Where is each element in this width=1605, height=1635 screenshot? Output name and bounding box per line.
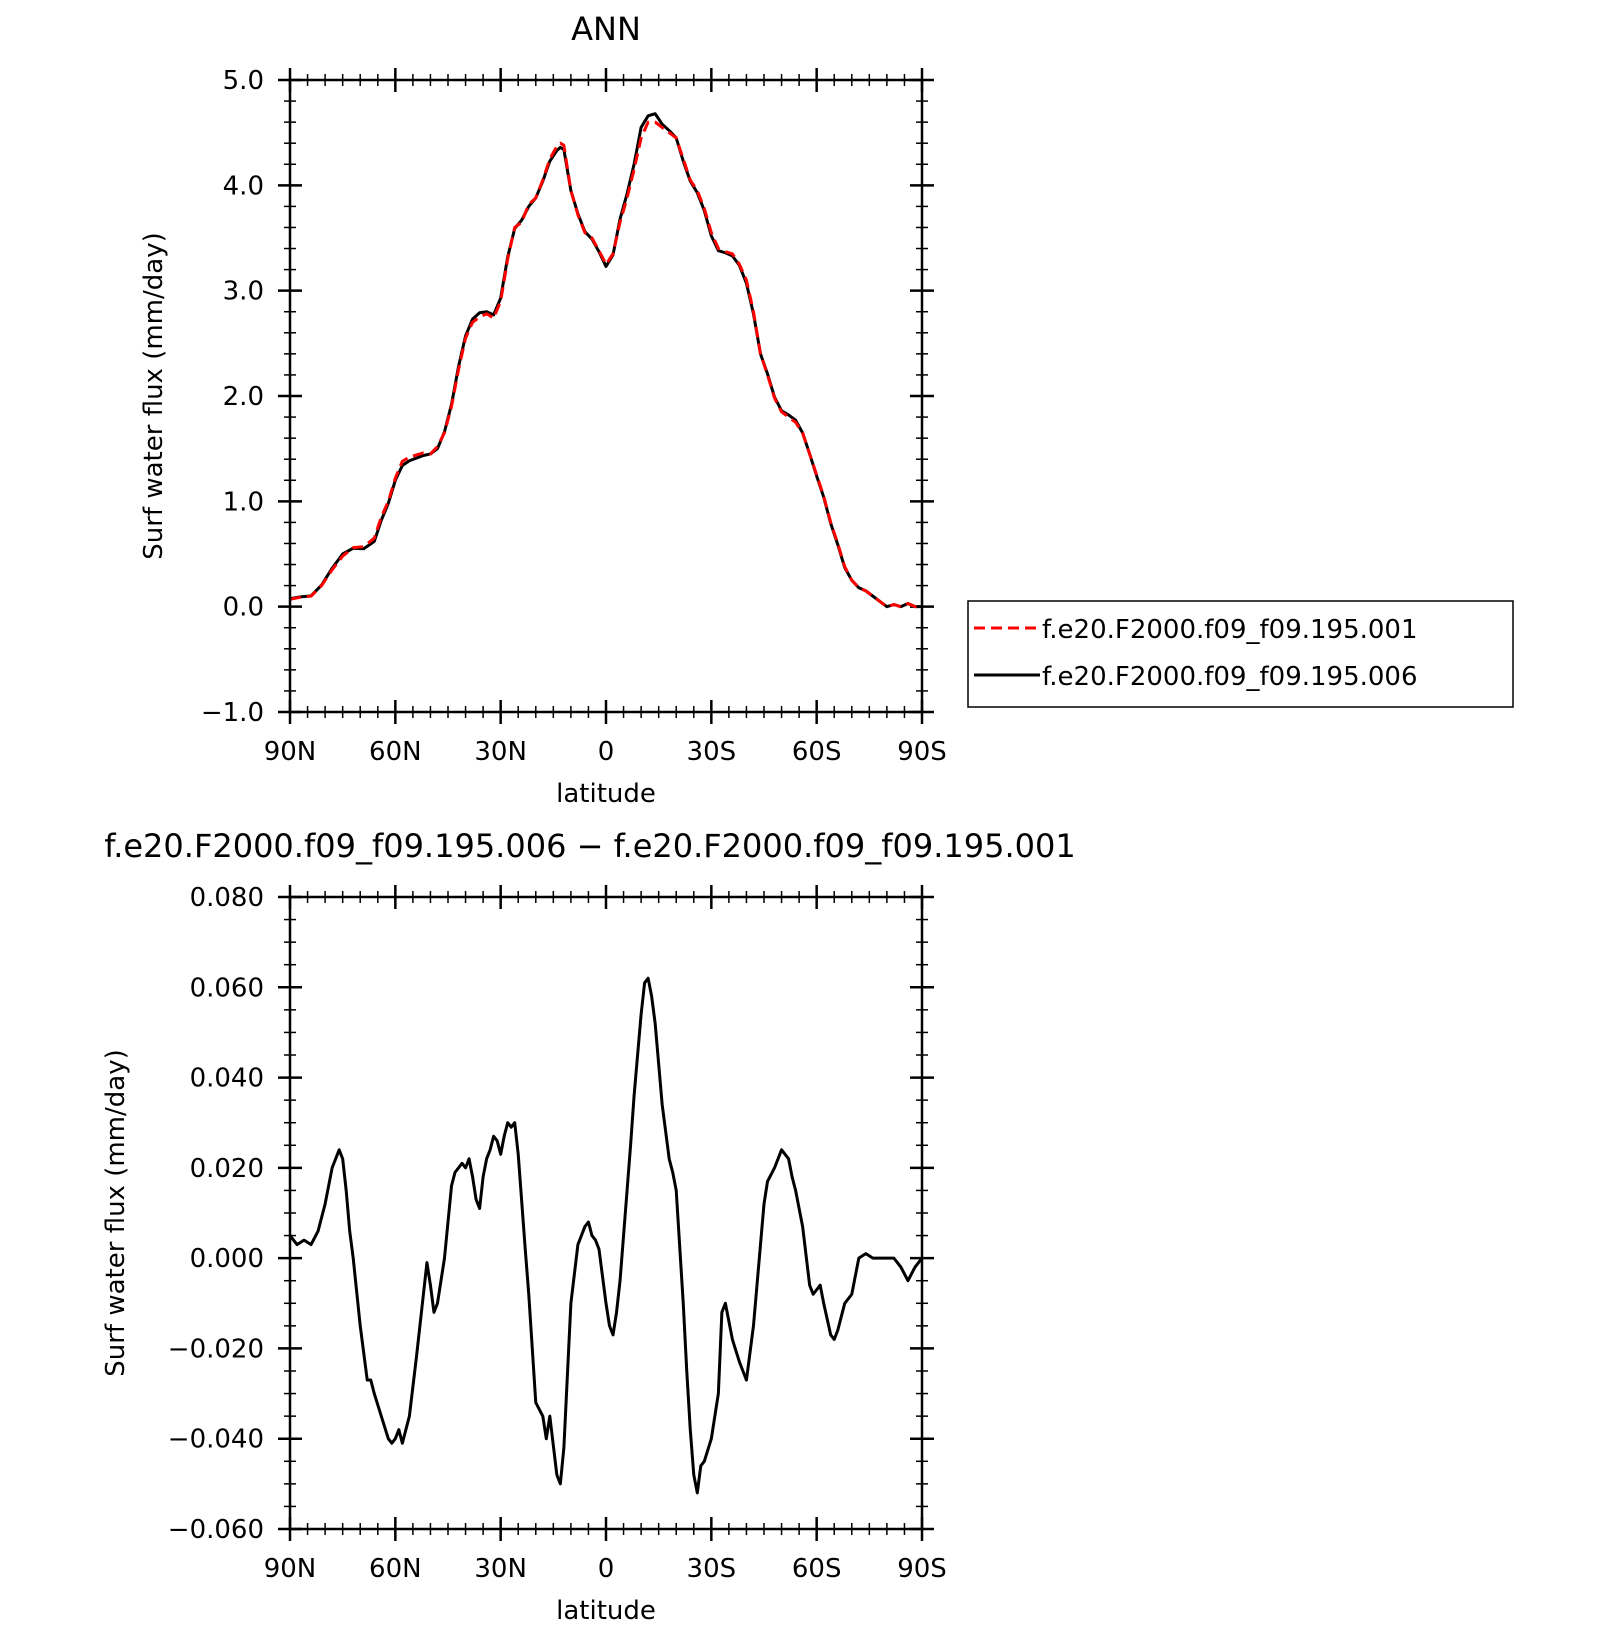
- y-tick-label: −0.040: [168, 1425, 264, 1455]
- series-line-0: [289, 120, 922, 609]
- x-tick-label: 60N: [369, 1554, 422, 1584]
- y-tick-label: 0.080: [190, 883, 264, 913]
- difference-plot-x-axis-label: latitude: [556, 1596, 656, 1626]
- y-tick-label: −0.060: [168, 1515, 264, 1545]
- x-tick-label: 30S: [687, 1554, 737, 1584]
- y-tick-label: 3.0: [223, 277, 264, 307]
- difference-plot-tick-labels: 90N 60N 30N 0 30S 60S 90S 0.080 0.060 0.040 0.020 0…: [168, 883, 947, 1584]
- top-plot-frame: [288, 78, 924, 714]
- y-tick-label: 0.060: [190, 973, 264, 1003]
- top-plot-y-axis-label: Surf water flux (mm/day): [139, 232, 169, 559]
- y-tick-label: 0.040: [190, 1064, 264, 1094]
- difference-plot-y-axis-label: Surf water flux (mm/day): [101, 1049, 131, 1376]
- difference-plot-ticks: [278, 885, 934, 1541]
- x-tick-label: 30N: [474, 737, 527, 767]
- legend-box: [967, 600, 1514, 708]
- x-tick-label: 0: [598, 737, 615, 767]
- top-plot-x-axis-label: latitude: [556, 779, 656, 809]
- y-tick-label: −0.020: [168, 1334, 264, 1364]
- x-tick-label: 0: [598, 1554, 615, 1584]
- y-tick-label: 0.0: [223, 593, 264, 623]
- y-tick-label: 5.0: [223, 66, 264, 96]
- x-tick-label: 90S: [897, 737, 947, 767]
- top-plot-lines: [289, 112, 922, 609]
- difference-plot: 90N 60N 30N 0 30S 60S 90S 0.080 0.060 0.040 0.020 0…: [101, 827, 1076, 1626]
- x-tick-label: 30N: [474, 1554, 527, 1584]
- legend-label-series-006: f.e20.F2000.f09_f09.195.006: [1042, 662, 1418, 692]
- x-tick-label: 60S: [792, 737, 842, 767]
- x-tick-label: 30S: [687, 737, 737, 767]
- x-tick-label: 90S: [897, 1554, 947, 1584]
- y-tick-label: −1.0: [201, 698, 264, 728]
- difference-plot-lines: [288, 976, 924, 1495]
- series-line-1: [289, 112, 922, 609]
- legend: f.e20.F2000.f09_f09.195.001 f.e20.F2000.…: [967, 600, 1514, 708]
- legend-label-series-001: f.e20.F2000.f09_f09.195.001: [1042, 615, 1418, 645]
- y-tick-label: 0.000: [190, 1244, 264, 1274]
- y-tick-label: 2.0: [223, 382, 264, 412]
- y-tick-label: 1.0: [223, 487, 264, 517]
- top-plot-tick-labels: 90N 60N 30N 0 30S 60S 90S 5.0 4.0 3.0 2.0 1.0 0.0 −1.…: [201, 66, 947, 767]
- x-tick-label: 60N: [369, 737, 422, 767]
- top-plot-title: ANN: [571, 10, 641, 48]
- x-tick-label: 90N: [264, 1554, 317, 1584]
- x-tick-label: 90N: [264, 737, 317, 767]
- x-tick-label: 60S: [792, 1554, 842, 1584]
- y-tick-label: 4.0: [223, 171, 264, 201]
- difference-plot-title: f.e20.F2000.f09_f09.195.006 − f.e20.F200…: [104, 827, 1076, 865]
- difference-plot-frame: [288, 895, 924, 1531]
- y-tick-label: 0.020: [190, 1154, 264, 1184]
- top-plot: 90N 60N 30N 0 30S 60S 90S 5.0 4.0 3.0 2.0 1.0 0.0 −1.…: [139, 10, 947, 809]
- top-plot-ticks: [278, 68, 934, 724]
- series-line-0: [288, 976, 924, 1495]
